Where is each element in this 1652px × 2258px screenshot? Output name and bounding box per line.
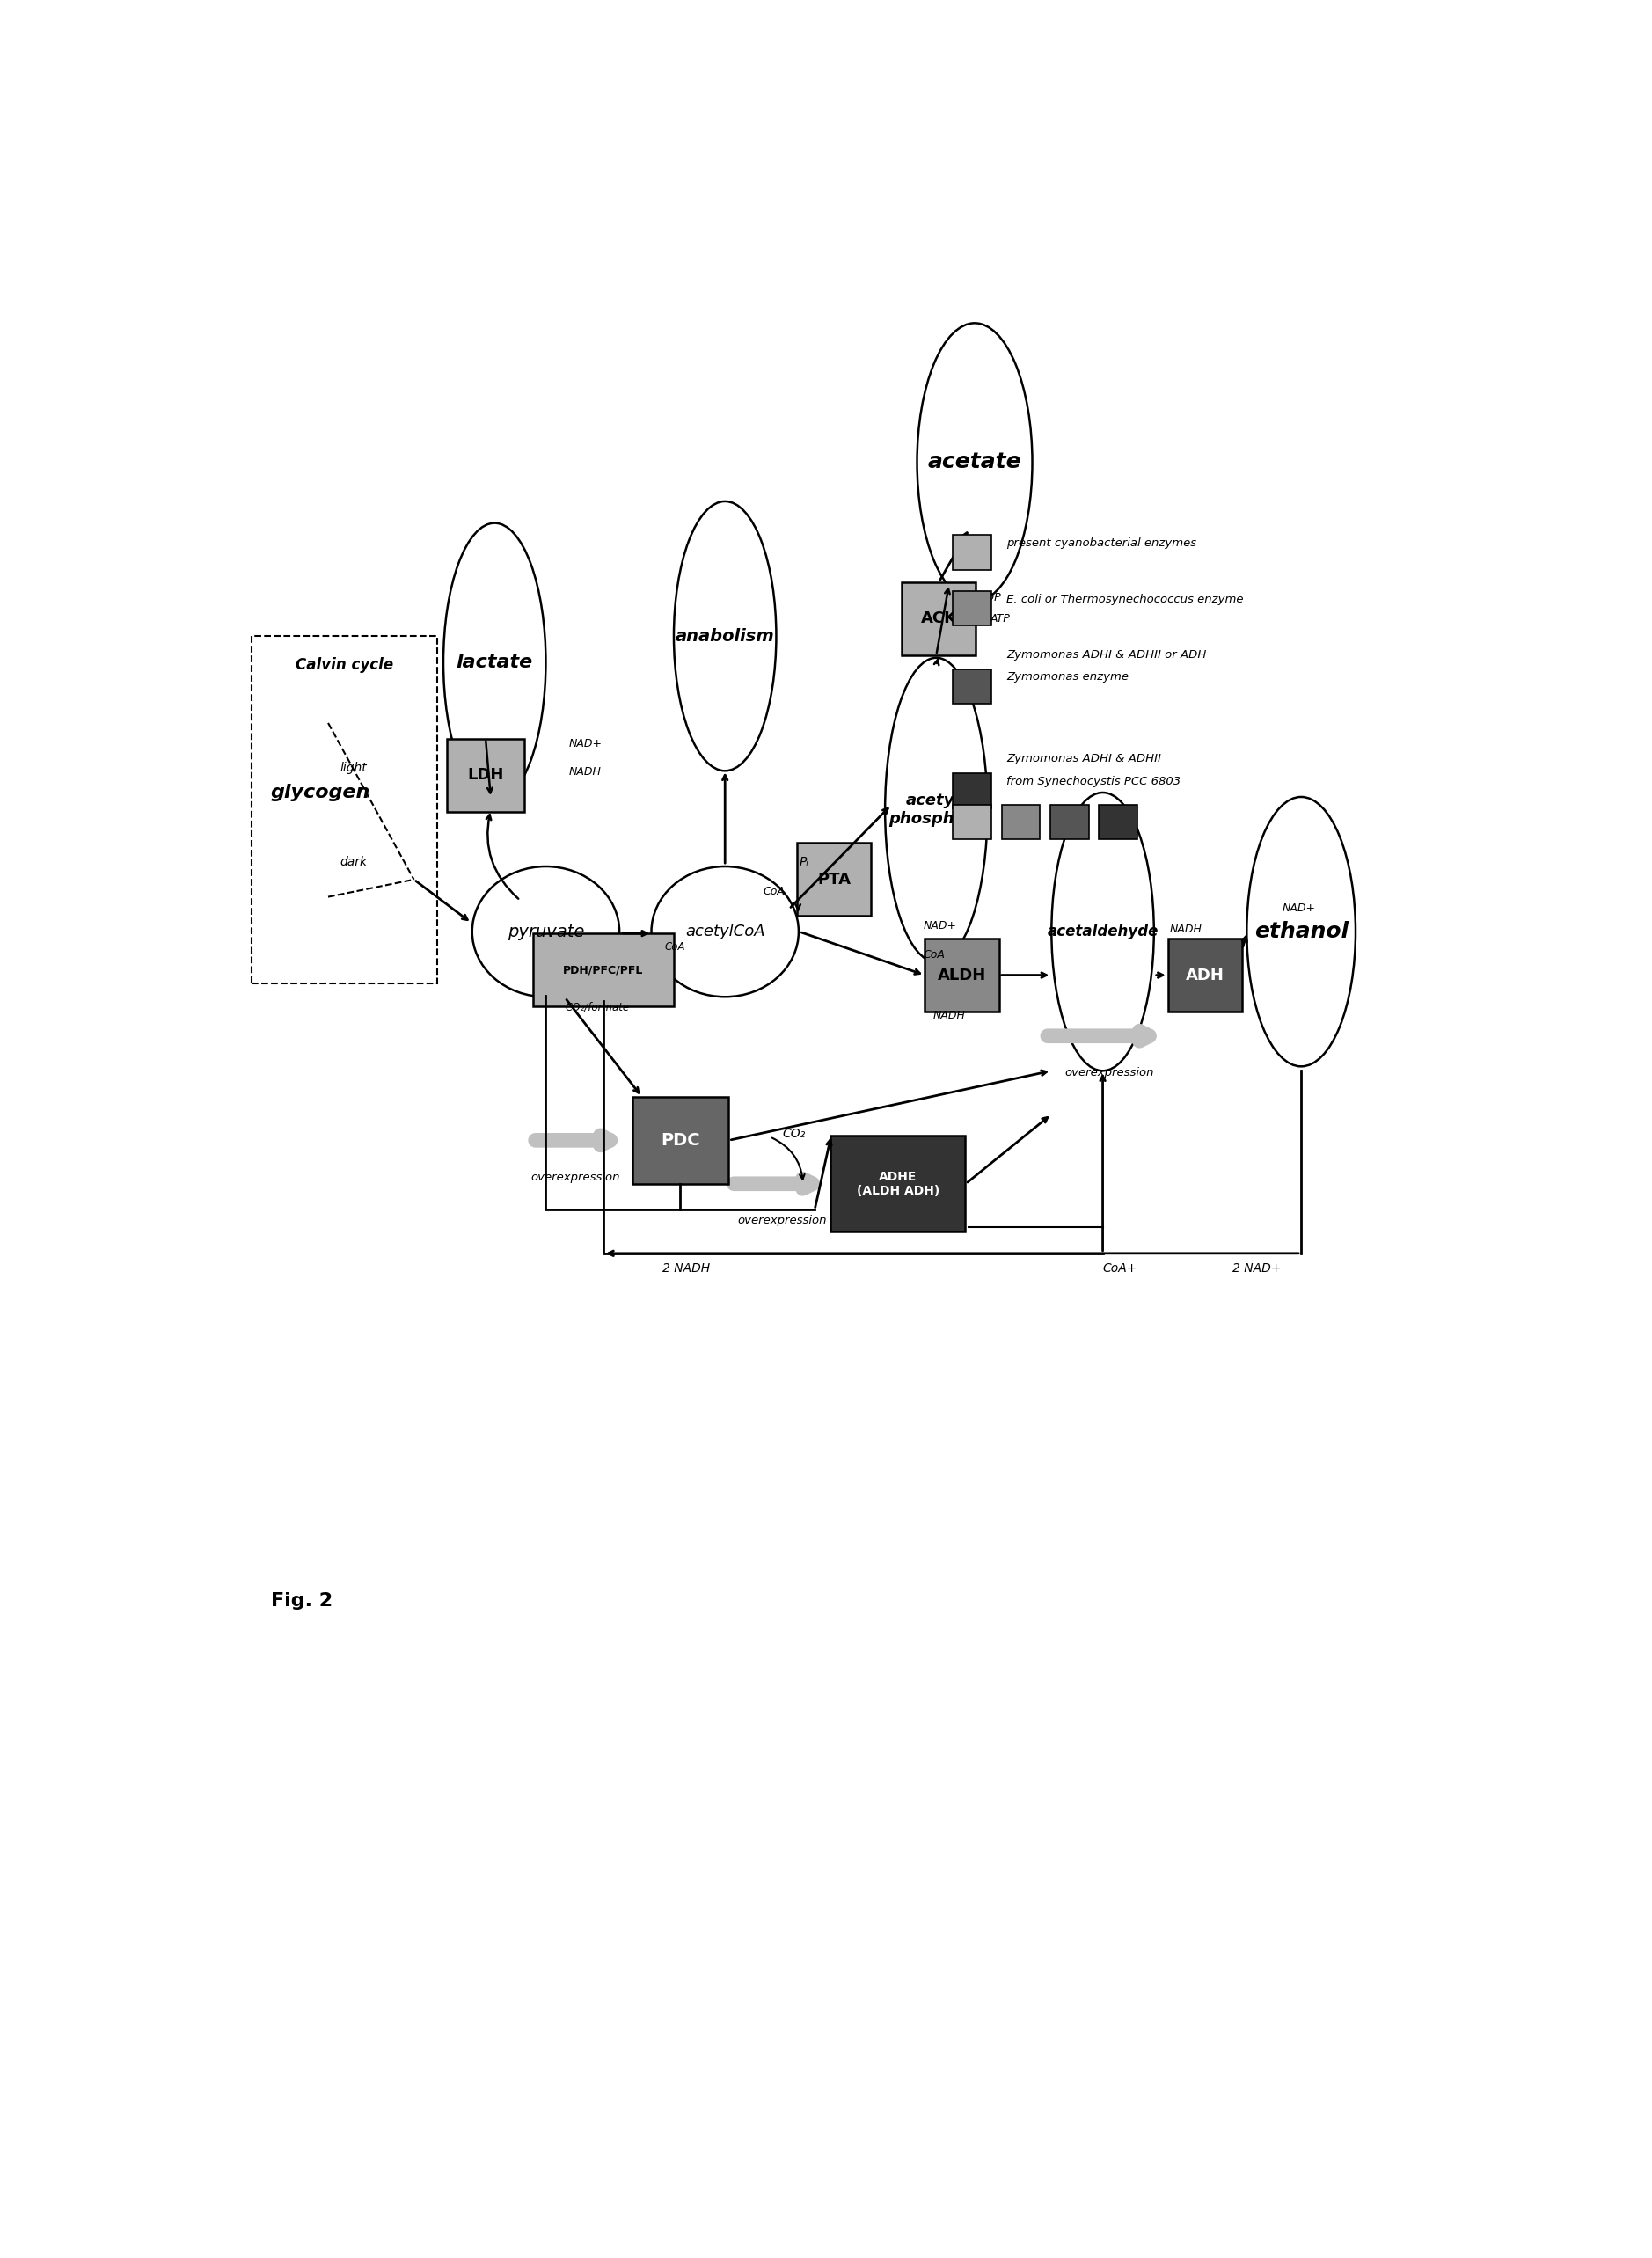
- Text: NAD+: NAD+: [923, 921, 957, 933]
- Text: ATP: ATP: [990, 612, 1009, 625]
- Text: light: light: [340, 761, 367, 774]
- Text: dark: dark: [340, 856, 367, 869]
- FancyBboxPatch shape: [534, 933, 674, 1007]
- Text: CoA: CoA: [923, 948, 945, 960]
- Text: glycogen: glycogen: [271, 784, 370, 802]
- FancyBboxPatch shape: [953, 592, 991, 625]
- Text: ADH: ADH: [1186, 966, 1224, 982]
- Text: Zymomonas ADHI & ADHII: Zymomonas ADHI & ADHII: [1006, 754, 1161, 765]
- Text: Fig. 2: Fig. 2: [271, 1592, 332, 1610]
- Text: ADHE
(ALDH ADH): ADHE (ALDH ADH): [856, 1170, 940, 1197]
- FancyBboxPatch shape: [953, 774, 991, 808]
- Text: NADH: NADH: [1170, 924, 1201, 935]
- Text: PTA: PTA: [818, 872, 851, 887]
- Text: present cyanobacterial enzymes: present cyanobacterial enzymes: [1006, 537, 1196, 549]
- Text: ALDH: ALDH: [938, 966, 986, 982]
- Text: overexpression: overexpression: [1064, 1068, 1153, 1079]
- FancyBboxPatch shape: [953, 804, 991, 840]
- Text: CoA+: CoA+: [1104, 1262, 1137, 1274]
- Text: NAD+: NAD+: [1282, 903, 1315, 914]
- Text: ACK: ACK: [920, 610, 957, 628]
- Text: Calvin cycle: Calvin cycle: [296, 657, 393, 673]
- FancyBboxPatch shape: [1168, 939, 1242, 1012]
- Text: acetylCoA: acetylCoA: [686, 924, 765, 939]
- Text: from Synechocystis PCC 6803: from Synechocystis PCC 6803: [1006, 777, 1181, 788]
- Text: Zymomonas ADHI & ADHII or ADH: Zymomonas ADHI & ADHII or ADH: [1006, 648, 1206, 659]
- Text: ethanol: ethanol: [1254, 921, 1348, 942]
- FancyBboxPatch shape: [1099, 804, 1137, 840]
- Text: lactate: lactate: [456, 653, 534, 671]
- Text: CoA: CoA: [763, 885, 785, 896]
- Text: NADH: NADH: [568, 765, 601, 777]
- FancyBboxPatch shape: [953, 668, 991, 704]
- Text: NAD+: NAD+: [568, 738, 603, 750]
- Text: 2 NAD+: 2 NAD+: [1232, 1262, 1280, 1274]
- Text: E. coli or Thermosynechococcus enzyme: E. coli or Thermosynechococcus enzyme: [1006, 594, 1244, 605]
- Text: ADP: ADP: [978, 592, 1001, 603]
- FancyBboxPatch shape: [831, 1136, 965, 1231]
- FancyBboxPatch shape: [1001, 804, 1041, 840]
- Text: PDC: PDC: [661, 1131, 700, 1149]
- Text: CO₂/formate: CO₂/formate: [565, 1000, 629, 1012]
- FancyBboxPatch shape: [925, 939, 999, 1012]
- Text: acetaldehyde: acetaldehyde: [1047, 924, 1158, 939]
- Text: acetate: acetate: [928, 452, 1021, 472]
- Text: 2 NADH: 2 NADH: [662, 1262, 710, 1274]
- Text: CoA: CoA: [664, 942, 686, 953]
- Text: Pᵢ: Pᵢ: [800, 856, 809, 869]
- FancyBboxPatch shape: [902, 583, 976, 655]
- FancyBboxPatch shape: [796, 842, 871, 917]
- Text: overexpression: overexpression: [738, 1215, 828, 1226]
- FancyBboxPatch shape: [1051, 804, 1089, 840]
- FancyBboxPatch shape: [633, 1097, 729, 1183]
- FancyBboxPatch shape: [953, 535, 991, 569]
- Text: Zymomonas enzyme: Zymomonas enzyme: [1006, 671, 1128, 682]
- Text: NADH: NADH: [933, 1009, 965, 1021]
- Text: CO₂: CO₂: [783, 1129, 806, 1140]
- FancyBboxPatch shape: [448, 738, 524, 811]
- Text: overexpression: overexpression: [530, 1172, 620, 1183]
- Text: acetyl-
phosphate: acetyl- phosphate: [889, 793, 983, 826]
- Text: PDH/PFC/PFL: PDH/PFC/PFL: [563, 964, 644, 975]
- Text: anabolism: anabolism: [676, 628, 775, 644]
- Text: LDH: LDH: [468, 768, 504, 784]
- Text: pyruvate: pyruvate: [507, 924, 585, 939]
